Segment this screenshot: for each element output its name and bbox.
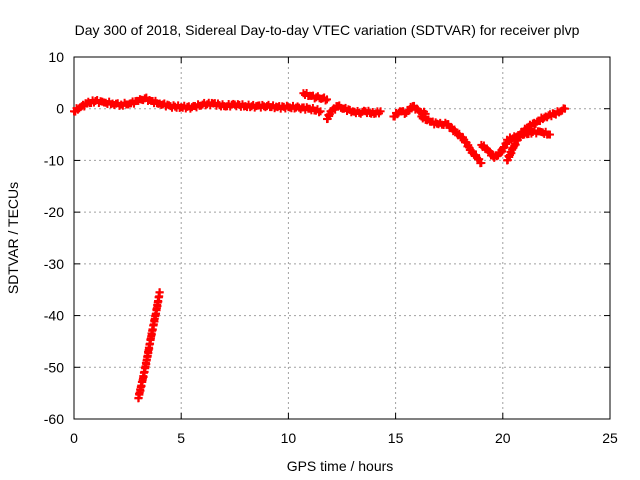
y-tick-label: -30 [44,256,64,272]
y-tick-label: -20 [44,204,64,220]
axis-ticks: 0 5 10 15 20 25 10 0 -10 -20 -30 -40 -50 -60 [44,49,618,446]
data-point [477,159,486,168]
plot-frame [73,56,611,420]
data-point [322,95,331,104]
data-point [316,107,325,116]
y-tick-label: -10 [44,152,64,168]
x-tick-label: 20 [495,430,511,446]
data-point [155,288,164,297]
y-tick-label: -50 [44,359,64,375]
data-point [560,104,569,113]
y-tick-label: -40 [44,308,64,324]
y-tick-label: -60 [44,411,64,427]
y-tick-label: 0 [56,101,64,117]
data-point [376,107,385,116]
x-tick-label: 25 [602,430,618,446]
y-axis-label: SDTVAR / TECUs [5,182,21,294]
data-points [70,89,569,403]
y-tick-label: 10 [48,49,64,65]
data-point [321,96,330,105]
x-tick-label: 5 [177,430,185,446]
data-point [545,130,554,139]
x-axis-label: GPS time / hours [287,458,394,474]
x-tick-label: 15 [388,430,404,446]
chart-title: Day 300 of 2018, Sidereal Day-to-day VTE… [75,22,580,38]
x-tick-label: 10 [281,430,297,446]
x-tick-label: 0 [70,430,78,446]
